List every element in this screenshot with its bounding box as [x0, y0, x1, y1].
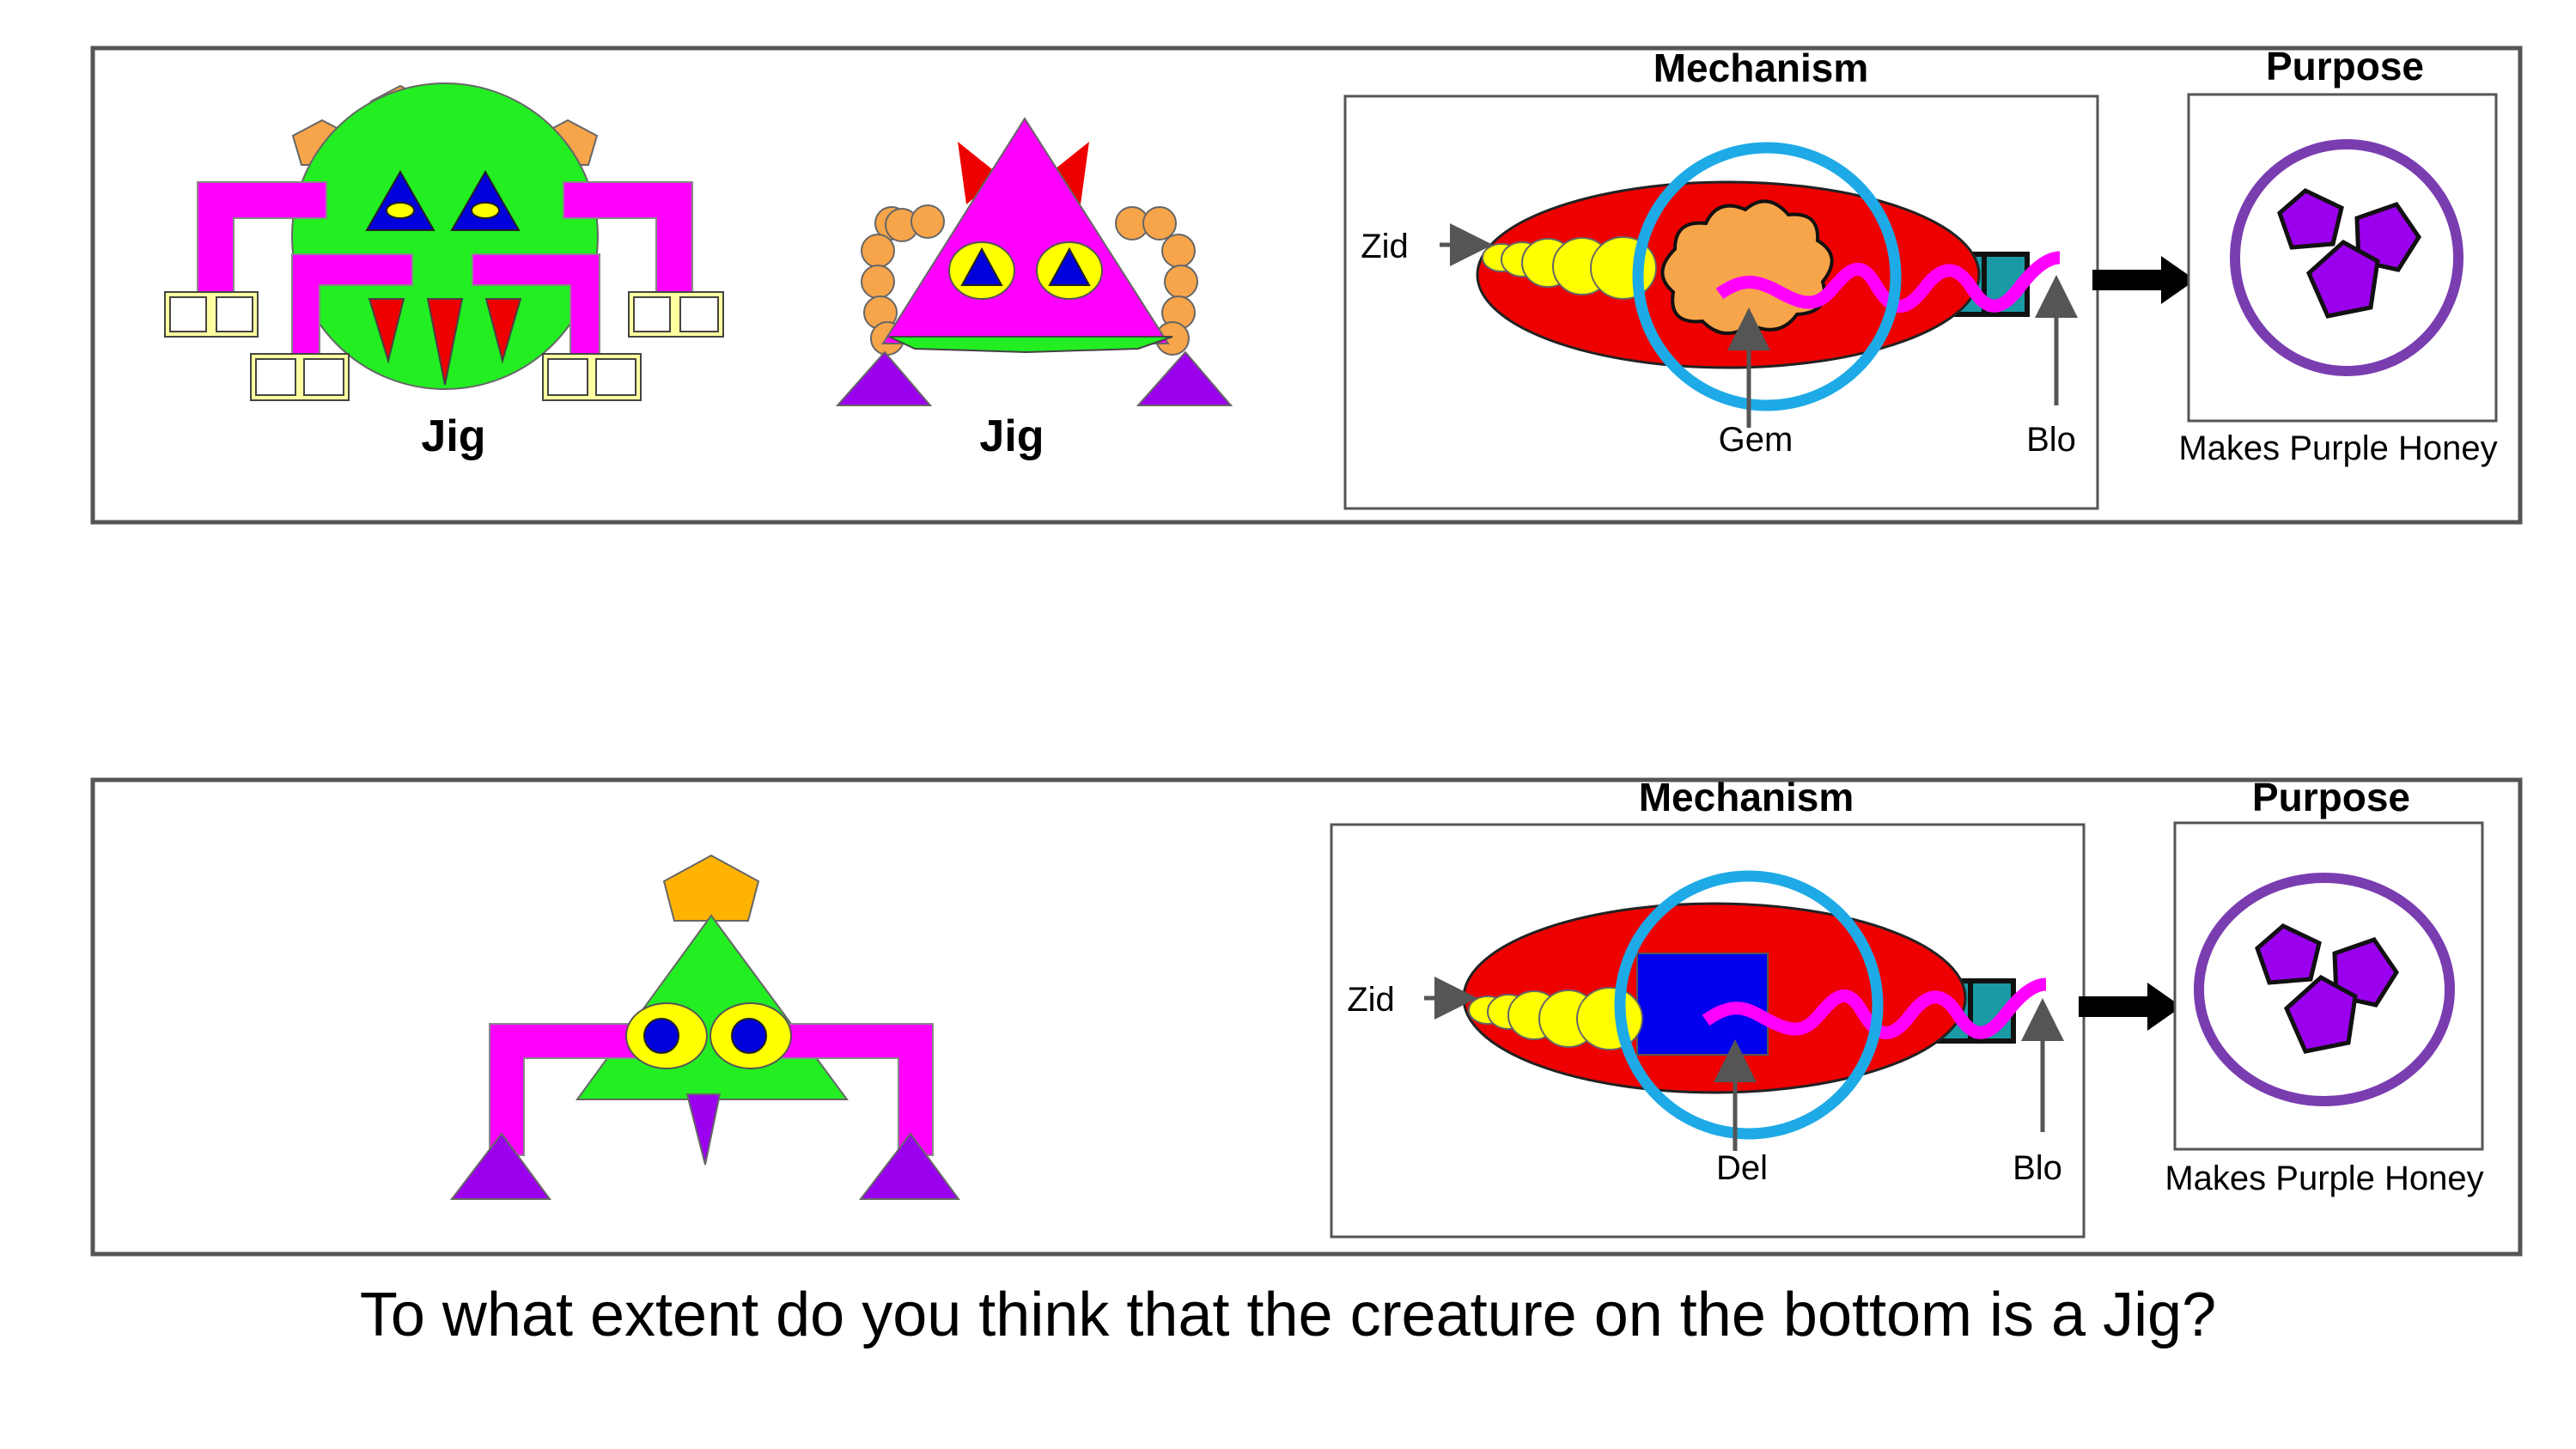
fang — [685, 1093, 722, 1166]
foot — [1136, 350, 1233, 406]
honey-ring — [2194, 873, 2455, 1106]
mechanism-title: Mechanism — [1639, 775, 1854, 819]
focus-circle — [1632, 142, 1902, 411]
magenta-wave — [1702, 977, 2047, 1039]
bottom-panel: Mechanism Zid Del Blo — [90, 775, 2523, 1257]
fang — [426, 298, 464, 386]
mouth — [888, 336, 1173, 354]
purpose-caption: Makes Purple Honey — [2165, 1160, 2483, 1197]
mechanism-title: Mechanism — [1653, 46, 1869, 90]
purpose-box-top: Purpose Makes Purple Honey — [2178, 44, 2497, 467]
gem-label: Gem — [1719, 421, 1793, 459]
honey-pentagon — [2305, 239, 2380, 319]
fang — [368, 298, 405, 364]
test-creature — [449, 854, 960, 1200]
eye — [471, 202, 500, 219]
top-panel: Jig Jig Me — [90, 44, 2523, 525]
bead-arms — [861, 204, 1198, 356]
horn — [958, 142, 1001, 204]
eye-triangle — [960, 247, 1003, 286]
foot — [858, 1132, 960, 1200]
honey-ring — [2230, 139, 2463, 376]
mechanism-box-top: Mechanism — [1343, 46, 2099, 510]
purpose-box-bottom: Purpose Makes Purple Honey — [2165, 775, 2483, 1197]
jig-creature-1: Jig — [164, 82, 724, 461]
question-prompt: To what extent do you think that the cre… — [359, 1281, 2217, 1349]
focus-circle — [1614, 870, 1884, 1140]
pupil — [731, 1018, 767, 1054]
foot — [449, 1132, 551, 1200]
eye-triangle — [450, 169, 521, 231]
del-label: Del — [1716, 1149, 1768, 1187]
horn — [1046, 142, 1089, 204]
blo-label: Blo — [2013, 1149, 2062, 1187]
process-arrow — [2079, 983, 2182, 1031]
purpose-title: Purpose — [2252, 775, 2410, 819]
fang — [484, 298, 522, 364]
purpose-caption: Makes Purple Honey — [2178, 429, 2497, 467]
creature-2-label: Jig — [979, 411, 1044, 461]
honey-pentagon — [2283, 974, 2358, 1054]
purpose-title: Purpose — [2266, 44, 2424, 88]
pupil — [643, 1018, 679, 1054]
process-arrow — [2092, 256, 2195, 304]
honey-pentagon — [2277, 188, 2344, 250]
eye-triangle — [1048, 247, 1091, 286]
mechanism-box-bottom: Mechanism Zid Del Blo — [1330, 775, 2086, 1239]
foot — [835, 350, 933, 406]
zid-label: Zid — [1361, 228, 1409, 265]
honey-pentagon — [2255, 923, 2322, 985]
creature-1-label: Jig — [421, 411, 485, 461]
creature-body — [291, 82, 599, 390]
zid-label: Zid — [1347, 981, 1395, 1019]
jig-creature-2: Jig — [835, 117, 1233, 461]
eye-triangle — [365, 169, 435, 231]
eye — [386, 202, 415, 219]
blo-label: Blo — [2026, 421, 2076, 459]
feet — [164, 291, 724, 401]
